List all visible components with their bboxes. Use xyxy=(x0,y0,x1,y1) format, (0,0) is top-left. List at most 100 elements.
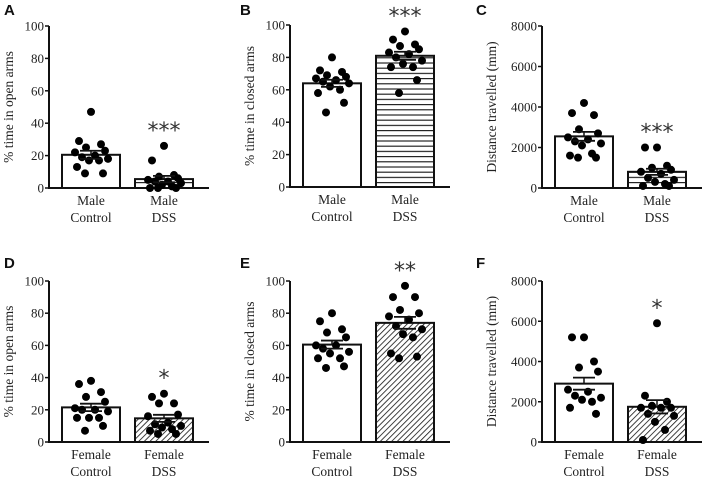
data-point xyxy=(177,421,185,430)
data-point xyxy=(99,169,107,178)
data-point xyxy=(566,151,574,160)
category-label: DSS xyxy=(645,464,670,479)
data-point xyxy=(387,349,395,358)
data-point xyxy=(399,59,407,68)
data-point xyxy=(146,426,154,435)
data-point xyxy=(148,392,156,401)
data-point xyxy=(78,405,86,414)
y-tick-label: 2000 xyxy=(511,140,537,155)
category-label: Female xyxy=(71,447,111,462)
data-point xyxy=(95,413,103,422)
y-tick-label: 2000 xyxy=(511,394,537,409)
data-point xyxy=(670,411,678,420)
data-point xyxy=(401,281,409,290)
y-tick-label: 40 xyxy=(272,115,285,130)
data-point xyxy=(328,53,336,62)
data-point xyxy=(597,139,605,148)
data-point xyxy=(97,140,105,149)
data-point xyxy=(415,45,423,54)
y-tick-label: 0 xyxy=(279,180,286,195)
data-point xyxy=(395,354,403,363)
category-label: Male xyxy=(570,193,598,208)
data-point xyxy=(332,341,340,350)
y-axis-label: % time in open arms xyxy=(1,51,16,163)
significance-marker: * xyxy=(159,367,170,392)
data-point xyxy=(670,175,678,184)
data-point xyxy=(653,143,661,152)
category-label: Control xyxy=(311,209,353,224)
data-point xyxy=(154,184,162,192)
data-point xyxy=(639,181,647,190)
y-tick-label: 0 xyxy=(38,435,45,450)
data-point xyxy=(578,141,586,150)
data-point xyxy=(87,107,95,116)
data-point xyxy=(413,76,421,85)
data-point xyxy=(172,429,180,438)
y-tick-label: 40 xyxy=(31,116,44,131)
data-point xyxy=(566,403,574,412)
data-point xyxy=(415,309,423,318)
panel-letter: F xyxy=(476,255,485,272)
y-tick-label: 6000 xyxy=(511,59,537,74)
data-point xyxy=(409,63,417,72)
significance-marker: *** xyxy=(641,121,674,146)
y-axis-label: % time in closed arms xyxy=(242,302,257,422)
data-point xyxy=(73,162,81,171)
bar-control xyxy=(302,82,362,188)
data-point xyxy=(78,153,86,162)
data-point xyxy=(409,333,417,342)
data-point xyxy=(328,309,336,318)
y-tick-label: 4000 xyxy=(511,100,537,115)
bar-dss xyxy=(375,321,435,443)
y-tick-label: 60 xyxy=(272,338,285,353)
data-point xyxy=(160,141,168,150)
data-point xyxy=(71,148,79,157)
data-point xyxy=(644,173,652,182)
data-point xyxy=(104,154,112,163)
y-tick-label: 0 xyxy=(531,435,538,450)
data-point xyxy=(564,385,572,394)
data-point xyxy=(389,293,397,302)
data-point xyxy=(177,179,185,188)
data-point xyxy=(594,367,602,376)
data-point xyxy=(81,169,89,178)
category-label: DSS xyxy=(393,464,418,479)
data-point xyxy=(345,79,353,88)
data-point xyxy=(584,135,592,144)
category-label: Female xyxy=(637,447,677,462)
data-point xyxy=(340,362,348,371)
category-label: Female xyxy=(144,447,184,462)
data-point xyxy=(154,429,162,438)
data-point xyxy=(594,129,602,138)
data-point xyxy=(395,89,403,98)
data-point xyxy=(651,177,659,186)
panel-letter: B xyxy=(240,2,251,19)
data-point xyxy=(418,56,426,65)
data-point xyxy=(323,71,331,80)
category-label: Female xyxy=(564,447,604,462)
y-tick-label: 0 xyxy=(279,435,286,450)
data-point xyxy=(578,395,586,404)
data-point xyxy=(75,137,83,146)
data-point xyxy=(564,133,572,142)
data-point xyxy=(158,423,166,432)
data-point xyxy=(661,425,669,434)
category-label: DSS xyxy=(393,209,418,224)
y-tick-label: 60 xyxy=(31,338,44,353)
y-tick-label: 8000 xyxy=(511,19,537,34)
data-point xyxy=(323,328,331,337)
data-point xyxy=(104,407,112,416)
data-point xyxy=(667,403,675,412)
data-point xyxy=(316,317,324,326)
bar-dss xyxy=(375,54,435,188)
data-point xyxy=(568,109,576,118)
panel-letter: C xyxy=(476,2,487,19)
y-tick-label: 6000 xyxy=(511,314,537,329)
bar-control xyxy=(302,343,362,443)
data-point xyxy=(314,89,322,98)
y-tick-label: 60 xyxy=(272,82,285,97)
data-point xyxy=(81,426,89,435)
data-point xyxy=(322,363,330,372)
data-point xyxy=(312,341,320,350)
data-point xyxy=(82,143,90,152)
